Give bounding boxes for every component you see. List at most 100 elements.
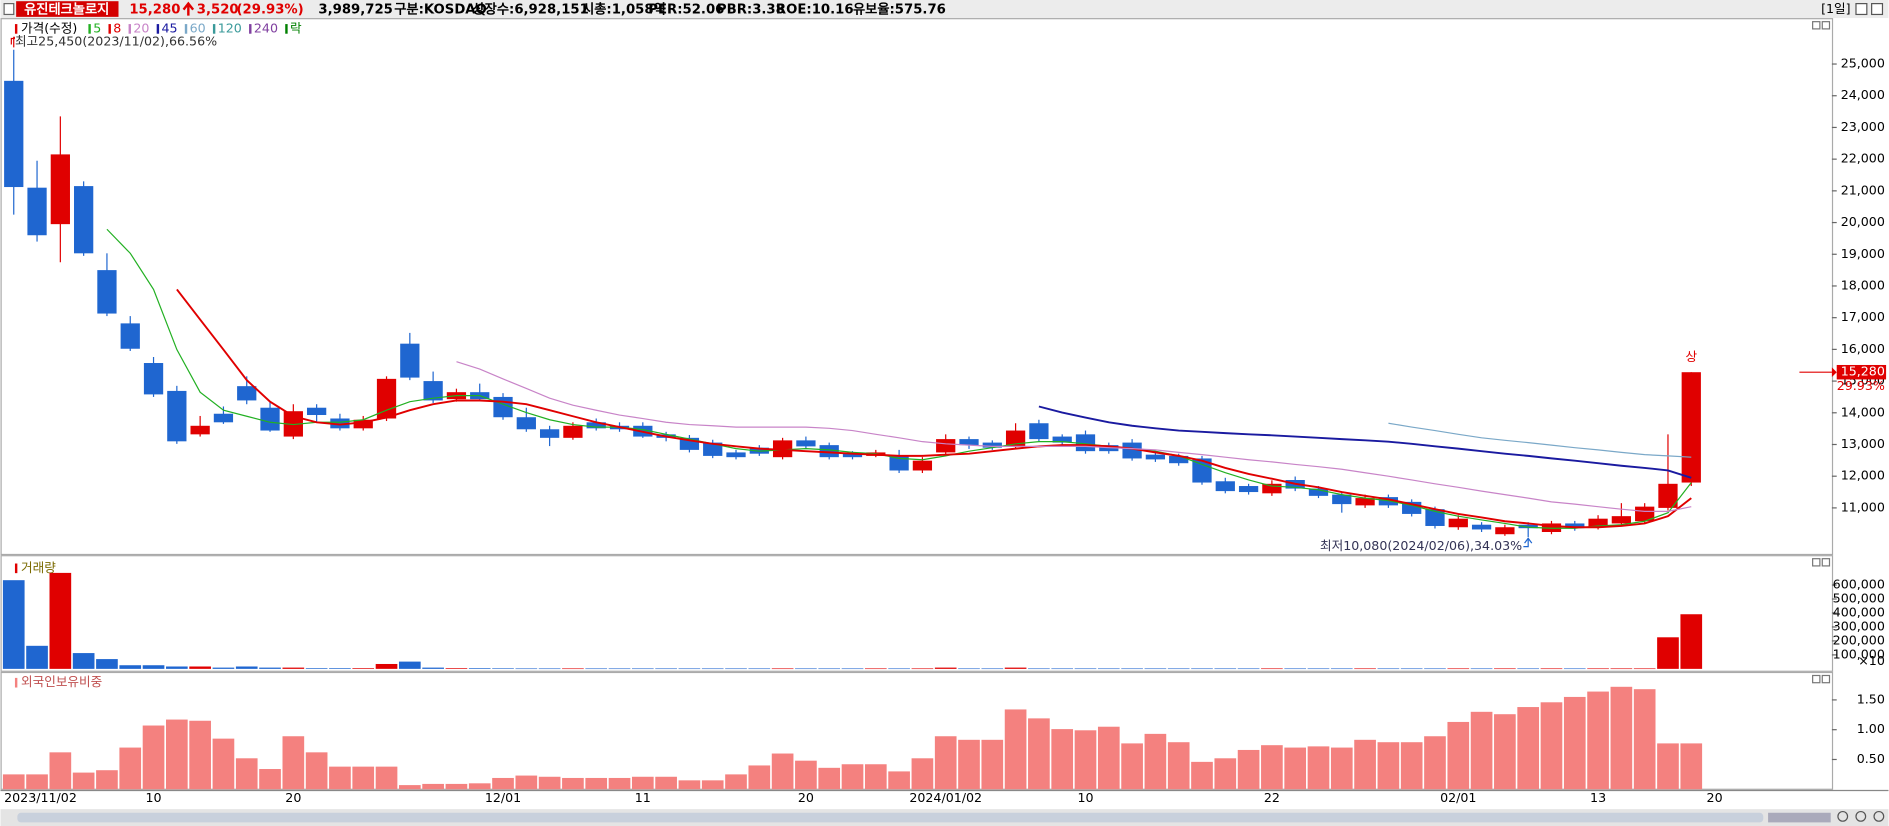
x-tick-label: 10 bbox=[1077, 790, 1093, 805]
bar bbox=[1330, 668, 1353, 670]
candle-body bbox=[1122, 442, 1142, 459]
bar bbox=[1167, 668, 1190, 670]
candle-body bbox=[1215, 481, 1235, 492]
candle-body bbox=[1169, 455, 1189, 464]
candle-body bbox=[912, 460, 933, 471]
candle-body bbox=[143, 363, 164, 395]
bar bbox=[119, 747, 142, 790]
bar bbox=[958, 668, 980, 670]
bar bbox=[422, 667, 444, 669]
y-tick-label: 400,000 bbox=[1833, 604, 1885, 619]
bar bbox=[585, 777, 608, 790]
bar bbox=[259, 769, 281, 790]
bar bbox=[492, 668, 514, 669]
candle-body bbox=[306, 407, 327, 416]
candle-body bbox=[4, 80, 24, 188]
legend-item: 120 bbox=[218, 20, 242, 35]
bar bbox=[1400, 668, 1423, 670]
menu-icon[interactable] bbox=[3, 3, 15, 16]
bar bbox=[329, 766, 351, 790]
candle-body bbox=[726, 452, 746, 458]
bar bbox=[1470, 711, 1493, 790]
legend-item: 락 bbox=[290, 20, 302, 35]
bar bbox=[1191, 668, 1213, 670]
bar bbox=[1144, 733, 1167, 790]
bar bbox=[1587, 668, 1609, 670]
candle-body bbox=[190, 425, 210, 435]
limit-mark: 상 bbox=[1685, 349, 1697, 364]
y-tick-label: 600,000 bbox=[1833, 577, 1885, 592]
zoom-icons[interactable] bbox=[1837, 810, 1885, 822]
bar bbox=[1237, 749, 1260, 790]
bar bbox=[305, 668, 328, 669]
bar bbox=[305, 752, 328, 790]
y-tick-label: 12,000 bbox=[1841, 468, 1885, 483]
bar bbox=[981, 739, 1004, 790]
period[interactable]: [1일] bbox=[1821, 1, 1851, 16]
candle-body bbox=[260, 407, 280, 431]
last-price-pointer bbox=[1831, 367, 1837, 378]
bar bbox=[934, 736, 957, 790]
bar bbox=[1028, 668, 1050, 670]
bar bbox=[1121, 668, 1143, 670]
candle-body bbox=[1355, 498, 1375, 506]
bar bbox=[49, 572, 72, 669]
bar bbox=[864, 764, 887, 790]
ma-line bbox=[1038, 405, 1692, 479]
market-cap: 시총:1,058억 bbox=[582, 2, 666, 18]
y-tick-label: 500,000 bbox=[1833, 591, 1885, 606]
zoom-slider[interactable] bbox=[1768, 812, 1831, 823]
low-annotation: 최저10,080(2024/02/06),34.03% bbox=[1320, 538, 1522, 553]
bar bbox=[329, 668, 351, 669]
bar bbox=[212, 738, 235, 790]
close-button[interactable] bbox=[1871, 3, 1884, 16]
x-tick-label: 02/01 bbox=[1440, 790, 1476, 805]
candle-body bbox=[27, 187, 47, 236]
bar bbox=[142, 665, 165, 669]
bar bbox=[1051, 668, 1074, 670]
unit-note: ×10 bbox=[1858, 653, 1885, 668]
bar bbox=[678, 780, 701, 790]
bar bbox=[282, 736, 305, 790]
bar bbox=[1377, 668, 1400, 670]
bar bbox=[375, 766, 398, 790]
bar bbox=[468, 783, 491, 790]
candle-body bbox=[772, 440, 793, 458]
bar bbox=[1214, 668, 1237, 670]
bar bbox=[1610, 686, 1633, 790]
bar bbox=[398, 785, 421, 790]
candle-body bbox=[819, 445, 839, 458]
bar bbox=[26, 774, 48, 790]
per: PER:52.06 bbox=[648, 3, 724, 18]
bar bbox=[1540, 702, 1563, 790]
bar bbox=[1377, 742, 1400, 790]
candle-body bbox=[936, 439, 956, 453]
volume-panel bbox=[0, 555, 1834, 672]
bar bbox=[608, 777, 631, 790]
legend-item: 8 bbox=[113, 20, 121, 35]
y-tick-label: 300,000 bbox=[1833, 618, 1885, 633]
reserve-ratio: 유보율:575.76 bbox=[853, 1, 946, 18]
window-button[interactable] bbox=[1855, 3, 1868, 16]
bar bbox=[515, 668, 538, 670]
bar bbox=[771, 668, 794, 670]
bar bbox=[818, 767, 841, 790]
candle-body bbox=[563, 425, 583, 438]
candle-body bbox=[1192, 458, 1212, 483]
bar bbox=[352, 766, 375, 790]
name-box bbox=[16, 1, 119, 17]
scroll-thumb[interactable] bbox=[17, 812, 1764, 823]
legend-item: 60 bbox=[190, 20, 206, 35]
candle-body bbox=[959, 439, 979, 446]
bar bbox=[1214, 758, 1237, 790]
bar bbox=[818, 668, 841, 670]
bar bbox=[1028, 718, 1050, 790]
candle-body bbox=[1681, 372, 1701, 483]
candle-body bbox=[1262, 483, 1282, 494]
legend-swatch bbox=[14, 24, 18, 34]
candle-body bbox=[50, 154, 70, 225]
bar bbox=[538, 668, 561, 670]
panel-icons[interactable] bbox=[1812, 21, 1831, 684]
y-tick-label: 25,000 bbox=[1841, 56, 1885, 71]
